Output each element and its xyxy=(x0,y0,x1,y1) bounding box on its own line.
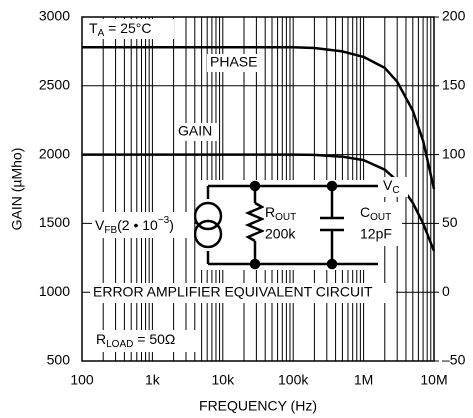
label-bg xyxy=(207,54,263,72)
cout-value: 12pF xyxy=(360,226,392,242)
curves xyxy=(82,46,436,252)
label-bg xyxy=(264,202,316,246)
vc-label: VC xyxy=(383,177,400,196)
plot-frame xyxy=(81,16,435,362)
y2-tick-label: 0 xyxy=(442,283,450,299)
x-axis-label: FREQUENCY (Hz) xyxy=(199,398,317,414)
label-bg xyxy=(93,330,199,352)
y-axis-label: GAIN (µMho) xyxy=(9,148,25,231)
x-tick-label: 100 xyxy=(70,372,94,388)
circuit-title: ERROR AMPLIFIER EQUIVALENT CIRCUIT xyxy=(93,284,373,300)
x-tick-label: 1M xyxy=(354,372,373,388)
label-bg xyxy=(175,123,219,141)
y2-tick-label: 150 xyxy=(442,77,466,93)
label-bg xyxy=(92,212,194,238)
curve xyxy=(82,153,436,252)
label-bg xyxy=(86,19,174,39)
curve xyxy=(82,46,436,190)
x-tick-label: 10k xyxy=(212,372,236,388)
y2-tick-label: 100 xyxy=(442,145,466,161)
x-tick-label: 1k xyxy=(145,372,161,388)
y-tick-label: 1000 xyxy=(39,283,70,299)
series-label: PHASE xyxy=(210,54,257,70)
y2-tick-label: –50 xyxy=(442,352,466,368)
y-tick-label: 3000 xyxy=(39,8,70,24)
y2-tick-label: 200 xyxy=(442,8,466,24)
x-tick-label: 100k xyxy=(278,372,309,388)
y-tick-label: 500 xyxy=(47,352,71,368)
vfb-label: VFB(2 • 10−3) xyxy=(95,215,174,236)
label-bg xyxy=(90,283,396,303)
rload-label: RLOAD = 50Ω xyxy=(96,331,175,350)
y-tick-label: 1500 xyxy=(39,214,70,230)
y-tick-label: 2000 xyxy=(39,145,70,161)
temp-annotation: TA = 25°C xyxy=(89,20,151,39)
y-tick-label: 2500 xyxy=(39,77,70,93)
rout-label: ROUT xyxy=(265,204,296,223)
cout-label: COUT xyxy=(360,204,391,223)
label-bg xyxy=(380,177,408,197)
y2-tick-label: 50 xyxy=(442,214,458,230)
x-tick-label: 10M xyxy=(420,372,447,388)
series-label: GAIN xyxy=(178,123,212,139)
rout-value: 200k xyxy=(265,226,296,242)
label-bg xyxy=(356,202,402,246)
